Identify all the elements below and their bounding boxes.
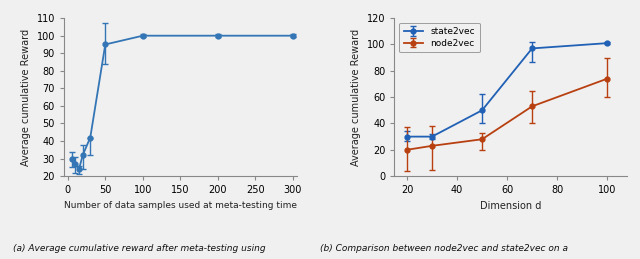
- X-axis label: Number of data samples used at meta-testing time: Number of data samples used at meta-test…: [64, 201, 297, 210]
- X-axis label: Dimension d: Dimension d: [480, 201, 541, 211]
- Text: (a) Average cumulative reward after meta-testing using: (a) Average cumulative reward after meta…: [13, 244, 266, 253]
- Text: (b) Comparison between node2vec and state2vec on a: (b) Comparison between node2vec and stat…: [320, 244, 568, 253]
- Legend: state2vec, node2vec: state2vec, node2vec: [399, 23, 480, 52]
- Y-axis label: Average cumulative Reward: Average cumulative Reward: [351, 28, 362, 166]
- Y-axis label: Average cumulative Reward: Average cumulative Reward: [21, 28, 31, 166]
